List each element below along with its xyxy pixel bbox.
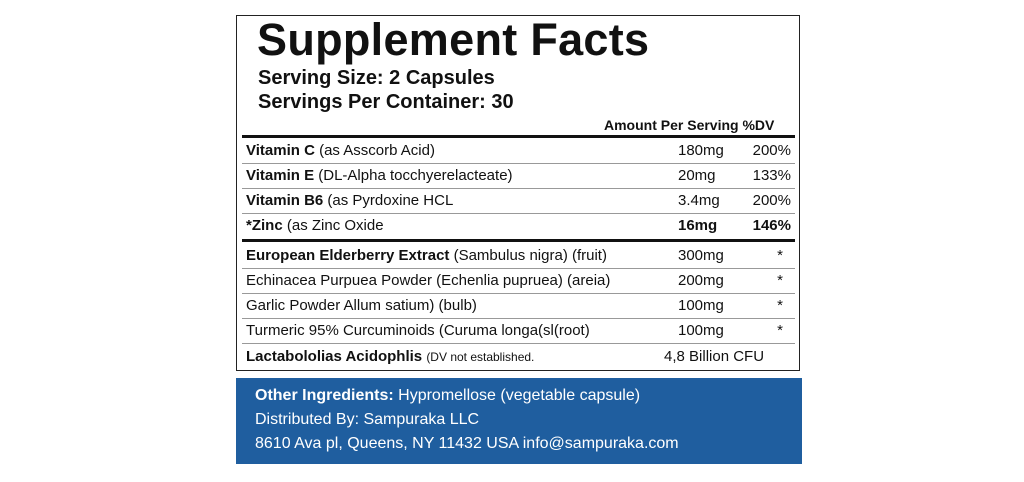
ingredient-desc: Echinacea Purpuea Powder (Echenlia pupru… (246, 272, 611, 289)
row-line (242, 293, 795, 294)
row-line (242, 343, 795, 344)
amount: 200mg (678, 272, 724, 289)
row-line (242, 268, 795, 269)
row: European Elderberry Extract (Sambulus ni… (246, 243, 791, 268)
ingredient-name: *Zinc (246, 217, 283, 234)
amount: 100mg (678, 297, 724, 314)
distributed: Distributed By: Sampuraka LLC (255, 411, 480, 428)
amount: 100mg (678, 322, 724, 339)
daily-value: * (777, 247, 783, 264)
ingredient-name: Vitamin B6 (246, 192, 324, 209)
daily-value: * (777, 272, 783, 289)
amount: 16mg (678, 217, 718, 234)
row: Echinacea Purpuea Powder (Echenlia pupru… (246, 268, 791, 293)
note: (DV not established. (426, 350, 535, 364)
ingredient-name: European Elderberry Extract (246, 247, 450, 264)
other-text: Hypromellose (vegetable capsule) (398, 387, 641, 404)
footer: Other Ingredients: Hypromellose (vegetab… (236, 378, 802, 464)
ingredient-desc: Garlic Powder Allum satium) (bulb) (246, 297, 477, 314)
row: Garlic Powder Allum satium) (bulb) 100mg * (246, 293, 791, 318)
row: *Zinc (as Zinc Oxide 16mg 146% (246, 213, 791, 238)
ingredient-name: Lactabololias Acidophlis (246, 348, 423, 365)
amount: 300mg (678, 247, 724, 264)
row: Lactabololias Acidophlis (DV not establi… (246, 344, 791, 369)
daily-value: 133% (752, 167, 791, 184)
row: Vitamin B6 (as Pyrdoxine HCL 3.4mg 200% (246, 188, 791, 213)
address: 8610 Ava pl, Queens, NY 11432 USA info@s… (255, 435, 679, 452)
ingredient-desc: (Sambulus nigra) (fruit) (453, 247, 607, 264)
title: Supplement Facts (257, 14, 650, 65)
ingredient-desc: (DL-Alpha tocchyerelacteate) (318, 167, 513, 184)
ingredient-desc: (as Asscorb Acid) (319, 142, 435, 159)
ingredient-desc: (as Pyrdoxine HCL (327, 192, 454, 209)
servings-per-container: Servings Per Container: 30 (258, 91, 514, 113)
row-line (242, 188, 795, 189)
divider (242, 239, 795, 242)
row-line (242, 213, 795, 214)
row-line (242, 163, 795, 164)
divider (242, 135, 795, 138)
ingredient-desc: (as Zinc Oxide (286, 217, 384, 234)
ingredient-name: Vitamin E (246, 167, 315, 184)
amount: 3.4mg (678, 192, 720, 209)
amount: 4,8 Billion CFU (664, 348, 765, 365)
ingredient-name: Vitamin C (246, 142, 315, 159)
label-panel (236, 15, 800, 371)
daily-value: * (777, 322, 783, 339)
daily-value: * (777, 297, 783, 314)
row: Vitamin C (as Asscorb Acid) 180mg 200% (246, 138, 791, 163)
amount: 180mg (678, 142, 724, 159)
row: Vitamin E (DL-Alpha tocchyerelacteate) 20… (246, 163, 791, 188)
daily-value: 200% (752, 142, 791, 159)
row-line (242, 318, 795, 319)
column-header: Amount Per Serving %DV (604, 117, 775, 133)
serving-size: Serving Size: 2 Capsules (258, 67, 495, 89)
daily-value: 146% (752, 217, 791, 234)
row: Turmeric 95% Curcuminoids (Curuma longa(… (246, 318, 791, 343)
ingredient-desc: Turmeric 95% Curcuminoids (Curuma longa(… (246, 322, 590, 339)
other-label: Other Ingredients: (255, 387, 394, 404)
daily-value: 200% (752, 192, 791, 209)
amount: 20mg (678, 167, 716, 184)
